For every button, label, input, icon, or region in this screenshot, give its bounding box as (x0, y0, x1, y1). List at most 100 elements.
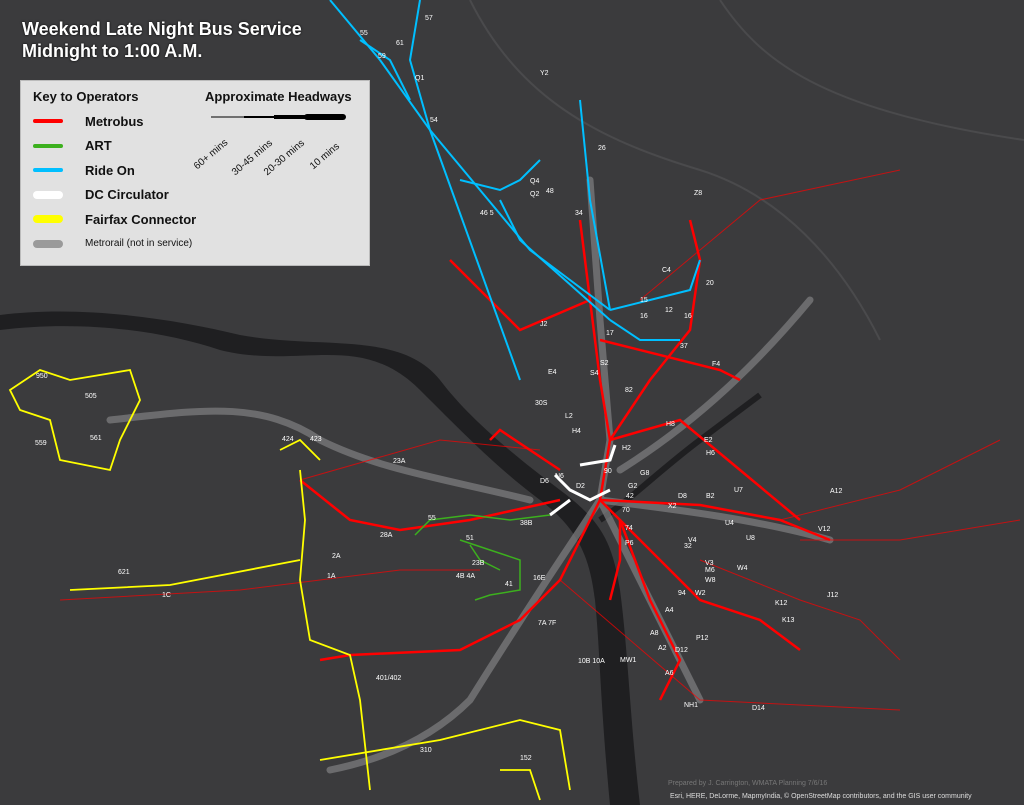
legend-label: Ride On (85, 162, 135, 178)
legend-label: Metrorail (not in service) (85, 238, 193, 249)
route-label: 950 (36, 373, 48, 380)
route-label: 2A (332, 553, 341, 560)
route-label: 54 (430, 117, 438, 124)
route-label: 32 (684, 543, 692, 550)
legend-item-art: ART (33, 136, 112, 156)
route-label: U8 (746, 535, 755, 542)
route-label: 28A (380, 532, 393, 539)
route-label: X2 (668, 503, 677, 510)
route-labels: 55 57 61 59 Q1 Y2 54 26 Q4 48 Q2 34 46 5 Z8 C4 20 15 12 16… (35, 15, 843, 762)
legend-label: Fairfax Connector (85, 211, 197, 227)
route-label: 7A 7F (538, 620, 556, 627)
map-subtitle: Midnight to 1:00 A.M. (22, 41, 203, 61)
route-label: 20 (706, 280, 714, 287)
route-label: 4B 4A (456, 573, 475, 580)
route-label: 42 (626, 493, 634, 500)
route-label: 51 (466, 535, 474, 542)
map-title-line1: Weekend Late Night Bus Service (22, 19, 302, 39)
route-label: 70 (622, 507, 630, 514)
route-label: U7 (734, 487, 743, 494)
route-label: 94 (678, 590, 686, 597)
legend-swatch (33, 143, 63, 148)
legend-label: DC Circulator (85, 187, 169, 202)
legend-label: Metrobus (85, 113, 144, 129)
route-label: 561 (90, 435, 102, 442)
route-label: M6 (705, 567, 715, 574)
route-label: Q1 (415, 75, 424, 82)
route-label: P6 (625, 540, 634, 547)
route-label: D14 (752, 705, 765, 712)
route-label: 41 (505, 581, 513, 588)
dc-circulator-routes (549, 444, 617, 517)
route-label: 61 (396, 40, 404, 47)
headway-label: 60+ mins (191, 137, 231, 172)
headways-heading: Approximate Headways (205, 89, 352, 104)
route-label: D12 (675, 647, 688, 654)
route-label: U4 (725, 520, 734, 527)
route-label: 1C (162, 592, 171, 599)
route-label: A8 (650, 630, 659, 637)
route-label: K13 (782, 617, 795, 624)
route-label: P12 (696, 635, 709, 642)
route-label: H4 (572, 428, 581, 435)
route-label: MW1 (620, 657, 636, 664)
route-label: 23B (472, 560, 485, 567)
route-label: J12 (827, 592, 838, 599)
art-routes (414, 514, 551, 601)
route-label: 401/402 (376, 675, 401, 682)
route-label: 17 (606, 330, 614, 337)
route-label: D8 (678, 493, 687, 500)
route-label: S4 (590, 370, 599, 377)
route-label: H8 (666, 421, 675, 428)
route-label: V4 (688, 537, 697, 544)
legend-item-metrorail-not-in-service: Metrorail (not in service) (33, 234, 192, 254)
route-label: NH1 (684, 702, 698, 709)
route-label: 38B (520, 520, 533, 527)
legend-swatch (33, 190, 63, 199)
route-label: 559 (35, 440, 47, 447)
route-label: A12 (830, 488, 843, 495)
route-label: H2 (622, 445, 631, 452)
metrobus-routes (299, 219, 831, 701)
route-label: F4 (712, 361, 720, 368)
route-label: 15 (640, 297, 648, 304)
legend-swatch (33, 239, 63, 248)
route-label: V3 (705, 560, 714, 567)
route-label: B2 (706, 493, 715, 500)
route-label: 424 (282, 436, 294, 443)
route-label: W4 (737, 565, 748, 572)
fairfax-connector-routes (8, 368, 571, 801)
route-label: Y2 (540, 70, 549, 77)
route-label: D2 (576, 483, 585, 490)
route-label: 55 (360, 30, 368, 37)
route-label: J2 (540, 321, 548, 328)
headway-scale-line (211, 114, 346, 120)
route-label: W8 (705, 577, 716, 584)
route-label: 26 (598, 145, 606, 152)
metrorail-lines (106, 176, 834, 774)
route-label: 57 (425, 15, 433, 22)
route-label: 1A (327, 573, 336, 580)
route-label: 23A (393, 458, 406, 465)
route-label: 505 (85, 393, 97, 400)
route-label: 16 (684, 313, 692, 320)
legend-label: ART (85, 138, 112, 153)
route-label: N6 (555, 473, 564, 480)
route-label: 152 (520, 755, 532, 762)
route-label: 16E (533, 575, 546, 582)
route-label: 90 (604, 468, 612, 475)
metrobus-minor-routes (59, 169, 1021, 711)
headway-label: 10 mins (307, 141, 342, 172)
route-label: 48 (546, 188, 554, 195)
route-label: 34 (575, 210, 583, 217)
route-label: D6 (540, 478, 549, 485)
route-label: A4 (665, 607, 674, 614)
route-label: A2 (658, 645, 667, 652)
route-label: 55 (428, 515, 436, 522)
legend-swatch (33, 215, 63, 223)
route-label: 30S (535, 400, 548, 407)
route-label: Z8 (694, 190, 702, 197)
basemap-attribution: Esri, HERE, DeLorme, MapmyIndia, © OpenS… (670, 793, 972, 800)
